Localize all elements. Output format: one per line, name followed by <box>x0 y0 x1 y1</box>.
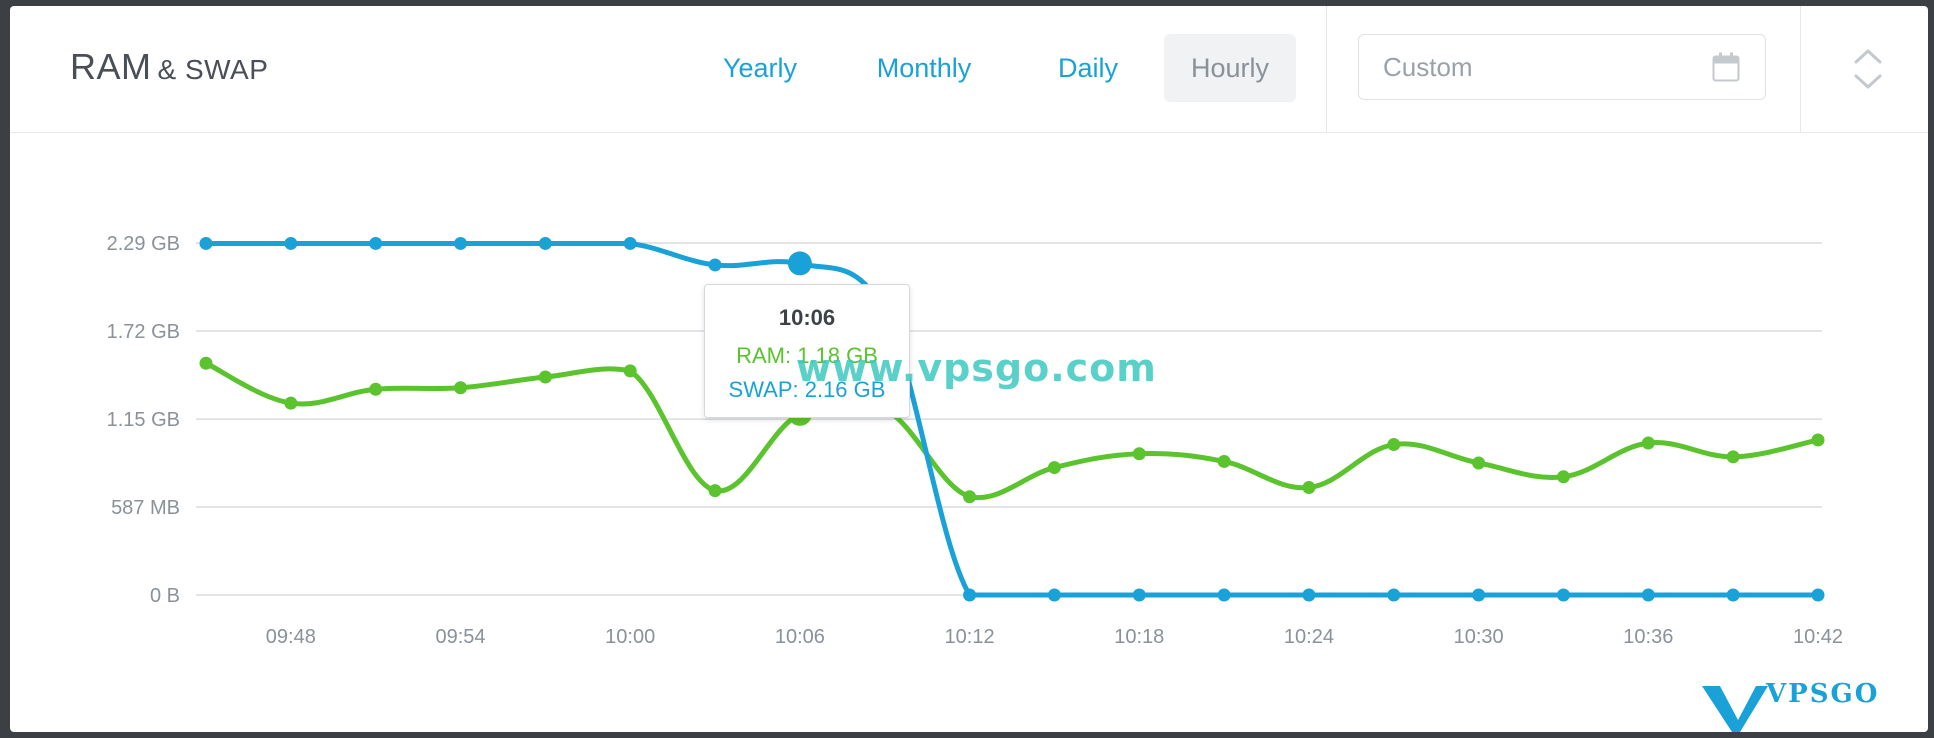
swap-data-point[interactable] <box>1472 588 1486 602</box>
swap-data-point[interactable] <box>1726 588 1740 602</box>
ram-swap-line-chart: 0 B 587 MB 1.15 GB 1.72 GB 2.29 GB 09:48 09:5… <box>107 233 1843 648</box>
swap-data-point[interactable] <box>963 588 977 602</box>
range-yearly-button[interactable]: Yearly <box>722 53 798 83</box>
x-tick-label: 09:54 <box>435 626 485 648</box>
chart-tooltip: 10:06 RAM: 1.18 GB SWAP: 2.16 GB <box>704 284 910 418</box>
swap-data-point[interactable] <box>1641 588 1655 602</box>
ram-data-point[interactable] <box>199 356 213 370</box>
logo-brand: VPSGO <box>1766 679 1880 709</box>
swap-data-point[interactable] <box>199 236 213 250</box>
tooltip-ram: RAM: 1.18 GB <box>736 343 878 368</box>
x-tick-label: 10:30 <box>1454 626 1504 648</box>
calendar-icon[interactable] <box>1712 52 1740 82</box>
x-tick-label: 09:48 <box>266 626 316 648</box>
x-tick-label: 10:24 <box>1284 626 1334 648</box>
range-daily-button[interactable]: Daily <box>1057 53 1118 83</box>
swap-data-point[interactable] <box>1387 588 1401 602</box>
swap-data-point[interactable] <box>284 236 298 250</box>
vpsgo-logo: VPSGO vpsgo.com <box>1700 680 1926 734</box>
v-logo-icon <box>1702 686 1768 732</box>
ram-data-point[interactable] <box>1556 470 1570 484</box>
ram-data-point[interactable] <box>1387 438 1401 452</box>
ram-series-line <box>203 360 1821 501</box>
custom-range-input[interactable] <box>1358 34 1766 100</box>
header-divider <box>1326 6 1327 132</box>
watermark-text: www.vpsgo.com <box>796 346 1157 390</box>
ram-data-point[interactable] <box>1811 433 1825 447</box>
x-tick-label: 10:12 <box>945 626 995 648</box>
y-tick-label: 1.72 GB <box>107 321 180 343</box>
swap-data-point[interactable] <box>1217 588 1231 602</box>
ram-data-point[interactable] <box>1726 450 1740 464</box>
ram-data-point[interactable] <box>1472 456 1486 470</box>
card-title: RAM & SWAP <box>70 46 268 88</box>
y-tick-label: 1.15 GB <box>107 409 180 431</box>
ram-data-point[interactable] <box>708 484 722 498</box>
ram-data-point[interactable] <box>1302 481 1316 495</box>
tooltip-swap: SWAP: 2.16 GB <box>728 377 886 402</box>
card-header: RAM & SWAP Yearly Monthly Daily Hourly <box>10 6 1928 133</box>
x-tick-label: 10:00 <box>605 626 655 648</box>
ram-data-point[interactable] <box>538 370 552 384</box>
y-tick-label: 587 MB <box>111 497 180 519</box>
range-monthly-button[interactable]: Monthly <box>876 53 972 83</box>
swap-data-point[interactable] <box>369 236 383 250</box>
y-tick-label: 0 B <box>150 585 180 607</box>
ram-data-point[interactable] <box>454 381 468 395</box>
swap-data-point[interactable] <box>1132 588 1146 602</box>
ram-data-point[interactable] <box>1047 461 1061 475</box>
swap-data-point[interactable] <box>454 236 468 250</box>
swap-data-point[interactable] <box>1556 588 1570 602</box>
swap-data-point[interactable] <box>708 258 722 272</box>
logo-url: vpsgo.com <box>1766 707 1884 731</box>
range-hourly-button[interactable]: Hourly <box>1164 34 1296 102</box>
swap-data-point[interactable] <box>787 251 812 276</box>
x-tick-label: 10:36 <box>1623 626 1673 648</box>
ram-data-point[interactable] <box>369 382 383 396</box>
ram-swap-card: RAM& SWAP Yearly Monthly Daily Hourly 0 … <box>10 6 1928 732</box>
expand-collapse-icon[interactable] <box>1848 46 1888 92</box>
title-swap: & SWAP <box>157 54 269 85</box>
ram-data-point[interactable] <box>284 396 298 410</box>
swap-data-point[interactable] <box>1302 588 1316 602</box>
ram-data-point[interactable] <box>623 364 637 378</box>
ram-data-point[interactable] <box>1132 447 1146 461</box>
x-tick-label: 10:18 <box>1114 626 1164 648</box>
swap-data-point[interactable] <box>1811 588 1825 602</box>
x-tick-label: 10:42 <box>1793 626 1843 648</box>
header-divider-2 <box>1800 6 1801 132</box>
tooltip-time: 10:06 <box>778 305 836 330</box>
x-tick-label: 10:06 <box>775 626 825 648</box>
title-ram: RAM <box>70 46 152 87</box>
ram-data-point[interactable] <box>1641 436 1655 450</box>
ram-data-point[interactable] <box>1217 454 1231 468</box>
ram-data-point[interactable] <box>963 490 977 504</box>
y-tick-label: 2.29 GB <box>107 233 180 255</box>
swap-data-point[interactable] <box>623 236 637 250</box>
swap-data-point[interactable] <box>538 236 552 250</box>
swap-data-point[interactable] <box>1047 588 1061 602</box>
